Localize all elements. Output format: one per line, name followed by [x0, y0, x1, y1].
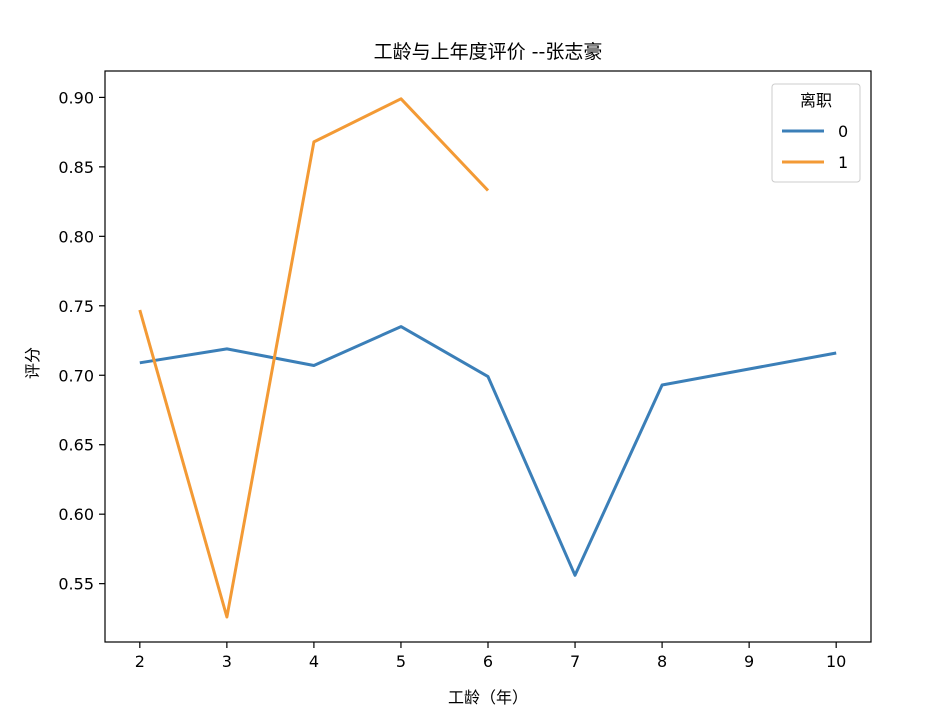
- y-tick-label: 0.90: [58, 88, 94, 107]
- series-line-1: [138, 97, 490, 619]
- legend-label-1: 1: [838, 153, 848, 172]
- legend-label-0: 0: [838, 122, 848, 141]
- x-tick-label: 10: [826, 652, 846, 671]
- x-axis-label: 工龄（年）: [448, 688, 528, 707]
- x-tick-label: 3: [222, 652, 232, 671]
- y-axis-label: 评分: [23, 347, 42, 379]
- legend-title: 离职: [800, 91, 832, 110]
- y-tick-label: 0.70: [58, 366, 94, 385]
- y-tick-label: 0.60: [58, 505, 94, 524]
- plot-area: 2 3 4 5 6 7 8 9 100.550.600.650.700.750.800.850.…: [58, 70, 872, 671]
- legend-box: [771, 83, 861, 183]
- series-line-0: [139, 325, 837, 577]
- chart-title: 工龄与上年度评价 --张志豪: [374, 41, 603, 63]
- y-tick-label: 0.65: [58, 436, 94, 455]
- y-tick-label: 0.80: [58, 227, 94, 246]
- x-tick-label: 5: [396, 652, 406, 671]
- x-tick-label: 2: [135, 652, 145, 671]
- y-tick-label: 0.85: [58, 158, 94, 177]
- x-tick-label: 8: [657, 652, 667, 671]
- axes-frame: [104, 70, 872, 643]
- x-tick-label: 9: [744, 652, 754, 671]
- x-tick-label: 6: [483, 652, 493, 671]
- legend: 离职 0 1: [771, 83, 861, 183]
- x-tick-label: 7: [570, 652, 580, 671]
- y-tick-label: 0.75: [58, 297, 94, 316]
- x-tick-label: 4: [309, 652, 319, 671]
- y-tick-label: 0.55: [58, 575, 94, 594]
